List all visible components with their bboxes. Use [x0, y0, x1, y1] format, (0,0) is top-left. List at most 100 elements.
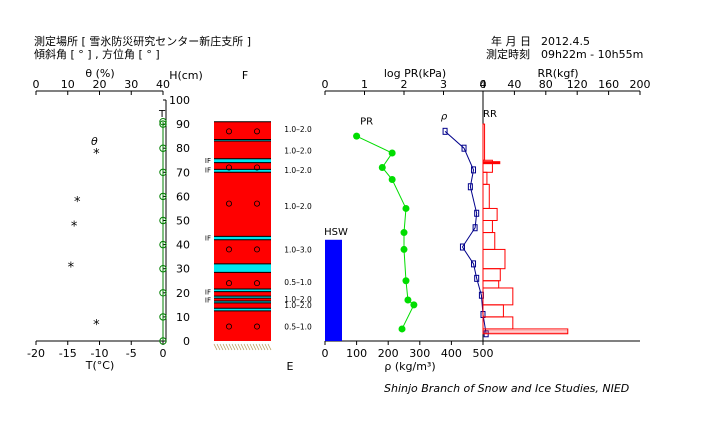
temperature-tick-label: -10: [91, 347, 109, 360]
rr-step-bar: [482, 316, 514, 330]
temperature-series-label: T: [158, 109, 166, 120]
grain-shape-mark: [253, 128, 260, 135]
ground-hatch: [261, 343, 266, 351]
density-tick-label: 400: [441, 347, 462, 360]
temperature-tick-label: 0: [160, 347, 167, 360]
ground-hatch: [243, 343, 248, 351]
density-point: [471, 166, 477, 174]
ground-hatch: [255, 343, 260, 351]
ground-hatch: [216, 343, 221, 351]
theta-point: *: [74, 195, 81, 210]
grain-shape-mark: [225, 323, 232, 330]
rr-tick-label: 80: [539, 78, 553, 91]
density-point: [472, 224, 478, 232]
rr-step-bar: [482, 171, 488, 185]
ground-hatch: [246, 343, 251, 351]
density-series-label: ρ: [441, 111, 448, 122]
theta-tick-label: 40: [156, 78, 170, 91]
grain-size-label: 1.0–2.0: [284, 147, 312, 156]
density-point: [474, 274, 480, 282]
ground-hatch: [222, 343, 227, 351]
temperature-point: [159, 117, 167, 126]
rr-tick-label: 160: [598, 78, 619, 91]
rr-series-label: RR: [483, 109, 497, 120]
pr-point: [402, 204, 410, 212]
grain-size-label: 0.5–1.0: [284, 323, 312, 332]
ground-hatch: [249, 343, 254, 351]
pr-series-label: PR: [360, 117, 373, 128]
date-label: 年 月 日: [491, 35, 531, 48]
density-axis-label: ρ (kg/m³): [384, 360, 435, 373]
rr-step-bar: [482, 280, 500, 289]
density-point: [461, 144, 467, 152]
log-pr-tick-label: 3: [440, 78, 447, 91]
ground-hatch: [234, 343, 239, 351]
grain-size-label: 1.0–2.0: [284, 202, 312, 211]
rr-tick-label: 0: [480, 78, 487, 91]
temperature-point: [159, 216, 167, 225]
temperature-point: [159, 289, 167, 297]
ground-label: E: [287, 360, 294, 373]
rr-tick-label: 40: [507, 78, 521, 91]
rr-tick-label: 200: [630, 78, 651, 91]
ground-hatch: [264, 343, 269, 351]
temperature-point: [159, 192, 167, 201]
grain-size-label: 1.0–2.0: [284, 295, 312, 304]
pr-point: [388, 176, 396, 184]
log-pr-tick-label: 4: [480, 78, 487, 91]
ice-layer-label: IF: [205, 234, 211, 242]
density-tick-label: 300: [409, 347, 430, 360]
height-tick-label: 100: [169, 94, 190, 107]
pr-point: [398, 325, 406, 333]
rr-spike-bar: [483, 161, 501, 165]
rr-step-bar: [482, 159, 493, 173]
grain-shape-mark: [253, 200, 260, 207]
rr-step-bar: [482, 123, 486, 161]
temperature-tick-label: -5: [126, 347, 137, 360]
ground-hatch: [258, 343, 263, 351]
density-tick-label: 500: [473, 347, 494, 360]
temperature-point: [159, 313, 167, 321]
density-point: [459, 243, 465, 251]
density-tick-label: 0: [322, 347, 329, 360]
density-tick-label: 200: [378, 347, 399, 360]
pr-point: [378, 163, 386, 171]
time-label: 測定時刻: [486, 48, 530, 61]
ice-layer: [214, 288, 271, 292]
ground-hatch: [225, 343, 230, 351]
ice-layer: [214, 169, 271, 173]
rr-tick-label: 120: [567, 78, 588, 91]
rr-step-bar: [482, 328, 569, 335]
height-tick-label: 60: [176, 190, 190, 203]
profile-column-label: F: [242, 69, 248, 82]
density-line: [444, 130, 487, 334]
height-tick-label: 80: [176, 142, 190, 155]
rr-step-bar: [482, 268, 501, 282]
pr-point: [388, 149, 396, 157]
grain-shape-mark: [225, 164, 232, 171]
pr-point: [400, 245, 408, 253]
log-pr-tick-label: 1: [361, 78, 368, 91]
institution-credit: Shinjo Branch of Snow and Ice Studies, N…: [384, 382, 630, 395]
log-pr-tick-label: 2: [401, 78, 408, 91]
rr-axis-label: RR(kgf): [537, 67, 578, 80]
density-point: [467, 183, 473, 191]
height-tick-label: 30: [176, 263, 190, 276]
height-tick-label: 90: [176, 118, 190, 131]
temperature-point: [159, 240, 167, 249]
theta-series-label: θ: [91, 135, 98, 148]
ice-layer: [214, 263, 271, 273]
pr-point: [353, 132, 361, 140]
temperature-point: [159, 144, 167, 152]
density-point: [442, 127, 448, 135]
rr-step-bar: [482, 220, 493, 234]
height-tick-label: 70: [176, 166, 190, 179]
grain-shape-mark: [225, 200, 232, 207]
ice-layer-label: IF: [205, 288, 211, 296]
ice-layer-label: IF: [205, 157, 211, 165]
theta-point: *: [93, 147, 100, 162]
temperature-tick-label: -20: [27, 347, 45, 360]
snow-layer-block: [214, 121, 271, 341]
grain-size-label: 1.0–2.0: [284, 166, 312, 175]
